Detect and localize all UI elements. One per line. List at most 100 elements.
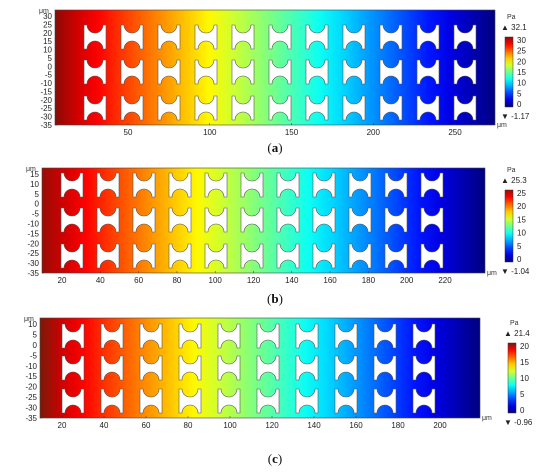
x-tick-label: 160 xyxy=(349,421,363,430)
pillar-gap xyxy=(379,24,403,50)
pillar-gap xyxy=(268,95,292,121)
pillar-gap xyxy=(157,95,181,121)
colorbar-tick-label: 5 xyxy=(520,390,525,399)
x-tick-label: 40 xyxy=(96,276,105,285)
y-tick-label: -35 xyxy=(25,414,37,423)
pillar-gap xyxy=(379,59,403,85)
colorbar-scale xyxy=(504,189,514,263)
pillar-gap xyxy=(83,95,107,121)
pillar-gap xyxy=(96,243,120,269)
pillar-gap xyxy=(96,172,120,198)
pillar-gap xyxy=(61,388,85,414)
colorbar-max-marker: ▲ 25.3 xyxy=(501,176,527,185)
pillar-gap xyxy=(268,24,292,50)
colorbar-tick-label: 20 xyxy=(517,202,526,211)
colorbar-tick-label: 5 xyxy=(517,242,522,251)
x-tick-label: 100 xyxy=(223,421,237,430)
pillar-gap xyxy=(194,24,218,50)
x-unit-label: μm xyxy=(497,122,507,129)
colorbar-tick-label: 0 xyxy=(520,406,525,415)
pillar-gap xyxy=(100,355,124,381)
y-tick-label: -10 xyxy=(25,362,37,371)
x-tick-label: 140 xyxy=(285,276,299,285)
pillar-gap xyxy=(256,323,280,349)
pillar-gap xyxy=(295,355,319,381)
pillar-gap xyxy=(342,24,366,50)
y-tick-label: 20 xyxy=(43,29,52,38)
pillar-gap xyxy=(139,355,163,381)
x-tick-label: 200 xyxy=(367,128,381,137)
pillar-gap xyxy=(194,95,218,121)
pillar-gap xyxy=(168,172,192,198)
y-tick-label: 15 xyxy=(43,37,52,46)
colorbar-tick-label: 15 xyxy=(517,215,526,224)
y-tick-label: 0 xyxy=(48,62,53,71)
y-tick-label: 15 xyxy=(30,170,39,179)
colorbar-tick-label: 30 xyxy=(517,36,526,45)
colorbar-unit: Pa xyxy=(507,14,516,21)
pillar-gap xyxy=(178,388,202,414)
pillar-gap xyxy=(217,388,241,414)
x-tick-label: 200 xyxy=(433,421,447,430)
y-tick-label: -10 xyxy=(40,79,52,88)
y-tick-label: -20 xyxy=(27,239,39,248)
pillar-gap xyxy=(295,323,319,349)
pillar-gap xyxy=(132,207,156,233)
pillar-gap xyxy=(120,95,144,121)
pillar-gap xyxy=(204,172,228,198)
y-tick-label: -5 xyxy=(32,210,40,219)
colorbar-unit: Pa xyxy=(510,320,519,327)
y-tick-label: -25 xyxy=(25,393,37,402)
pillar-gap xyxy=(379,95,403,121)
colorbar-tick-label: 25 xyxy=(517,189,526,198)
x-tick-label: 180 xyxy=(362,276,376,285)
y-tick-label: -30 xyxy=(25,404,37,413)
pillar-gap xyxy=(231,24,255,50)
pillar-gap xyxy=(412,355,436,381)
x-tick-label: 20 xyxy=(58,421,67,430)
colorbar-tick-label: 0 xyxy=(517,100,522,109)
colorbar-min-marker: ▼ -1.17 xyxy=(501,112,530,121)
y-tick-label: 10 xyxy=(30,180,39,189)
pillar-gap xyxy=(453,24,477,50)
y-tick-label: -30 xyxy=(40,113,52,122)
pillar-gap xyxy=(217,355,241,381)
pillar-gap xyxy=(61,323,85,349)
y-tick-label: -20 xyxy=(40,96,52,105)
pillar-gap xyxy=(312,207,336,233)
y-tick-label: 10 xyxy=(28,320,37,329)
panel-caption: (a) xyxy=(267,140,282,155)
pillar-gap xyxy=(384,207,408,233)
pillar-gap xyxy=(416,95,440,121)
y-tick-label: -15 xyxy=(40,87,52,96)
pillar-gap xyxy=(334,355,358,381)
colorbar-tick-label: 10 xyxy=(517,229,526,238)
x-axis: 50 100 150 200 250 μm xyxy=(124,122,507,137)
pillar-gap xyxy=(348,172,372,198)
pillar-gap xyxy=(312,172,336,198)
pillar-gap xyxy=(348,243,372,269)
y-tick-label: 0 xyxy=(35,200,40,209)
pillar-gap xyxy=(268,59,292,85)
pillar-gap xyxy=(312,243,336,269)
x-tick-label: 140 xyxy=(307,421,321,430)
pillar-gap xyxy=(60,243,84,269)
pillar-gap xyxy=(373,323,397,349)
pillar-gap xyxy=(231,59,255,85)
pillar-gap xyxy=(217,323,241,349)
pillar-gap xyxy=(100,388,124,414)
y-tick-label: -5 xyxy=(45,71,53,80)
pillar-gap xyxy=(157,24,181,50)
pillar-gap xyxy=(139,323,163,349)
pillar-gap xyxy=(276,243,300,269)
colorbar-min-marker: ▼ -0.96 xyxy=(504,418,533,427)
pillar-gap xyxy=(453,59,477,85)
pillar-array xyxy=(61,323,436,414)
panel-caption-letter: b xyxy=(271,291,278,306)
y-tick-label: -35 xyxy=(40,121,52,130)
x-unit-label: μm xyxy=(482,415,492,422)
pillar-gap xyxy=(334,388,358,414)
